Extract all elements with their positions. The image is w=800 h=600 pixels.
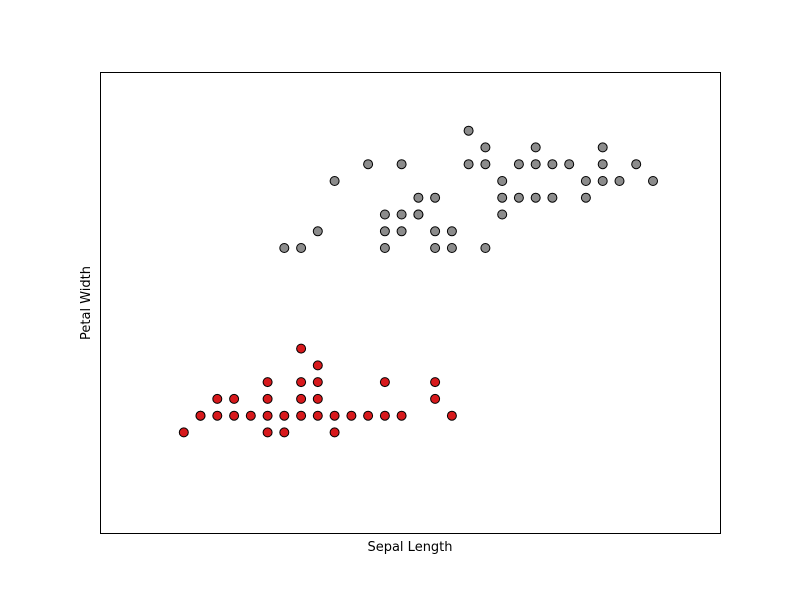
scatter-point-series-1-22 — [480, 159, 491, 170]
scatter-point-series-1-15 — [430, 226, 441, 237]
scatter-point-series-1-34 — [564, 159, 575, 170]
scatter-point-series-0-9 — [262, 393, 273, 404]
scatter-point-series-0-25 — [363, 410, 374, 421]
scatter-point-series-1-33 — [547, 192, 558, 203]
scatter-point-series-1-31 — [530, 192, 541, 203]
scatter-point-series-0-12 — [279, 410, 290, 421]
scatter-point-series-1-16 — [430, 243, 441, 253]
scatter-point-series-0-26 — [379, 377, 390, 388]
scatter-point-series-1-9 — [396, 209, 407, 220]
y-axis-label: Petal Width — [79, 266, 94, 340]
scatter-point-series-0-2 — [195, 410, 206, 421]
scatter-point-series-0-21 — [312, 410, 323, 421]
scatter-point-series-1-8 — [396, 159, 407, 170]
scatter-point-series-1-38 — [597, 159, 608, 170]
scatter-point-series-0-23 — [329, 427, 340, 438]
scatter-point-series-0-24 — [346, 410, 357, 421]
scatter-point-series-0-20 — [312, 393, 323, 404]
scatter-point-series-0-18 — [312, 360, 323, 371]
scatter-point-series-1-0 — [279, 243, 290, 253]
x-axis-label: Sepal Length — [367, 540, 452, 555]
scatter-point-series-1-36 — [580, 192, 591, 203]
scatter-point-series-0-17 — [296, 393, 307, 404]
scatter-point-series-0-6 — [229, 410, 240, 421]
scatter-point-series-0-19 — [312, 377, 323, 388]
scatter-point-series-0-27 — [379, 410, 390, 421]
scatter-point-series-0-16 — [296, 410, 307, 421]
scatter-point-series-1-25 — [497, 192, 508, 203]
scatter-point-series-1-28 — [513, 192, 524, 203]
scatter-point-series-0-10 — [262, 410, 273, 421]
scatter-point-series-1-19 — [463, 125, 474, 136]
scatter-point-series-1-23 — [480, 243, 491, 253]
scatter-point-series-0-11 — [262, 427, 273, 438]
scatter-point-series-1-2 — [312, 226, 323, 237]
scatter-point-series-0-30 — [430, 393, 441, 404]
scatter-point-series-1-35 — [580, 176, 591, 186]
scatter-point-series-1-32 — [547, 159, 558, 170]
scatter-point-series-1-18 — [446, 243, 457, 253]
scatter-point-series-1-7 — [379, 243, 390, 253]
scatter-point-series-1-10 — [396, 226, 407, 237]
scatter-point-series-1-3 — [329, 176, 340, 186]
scatter-point-series-0-29 — [430, 377, 441, 388]
scatter-point-series-1-21 — [480, 142, 491, 153]
scatter-point-series-1-42 — [648, 176, 658, 186]
scatter-point-series-1-6 — [379, 226, 390, 237]
scatter-point-series-1-39 — [597, 176, 608, 186]
scatter-point-series-0-22 — [329, 410, 340, 421]
scatter-point-series-0-14 — [296, 343, 307, 354]
scatter-point-series-1-29 — [530, 142, 541, 153]
scatter-point-series-0-28 — [396, 410, 407, 421]
scatter-point-series-1-40 — [614, 176, 625, 186]
scatter-point-series-1-37 — [597, 142, 608, 153]
scatter-point-series-1-14 — [430, 192, 441, 203]
scatter-point-series-1-41 — [631, 159, 642, 170]
plot-frame — [100, 72, 721, 534]
scatter-point-series-0-5 — [229, 393, 240, 404]
points-layer — [178, 125, 658, 438]
scatter-point-series-1-27 — [513, 159, 524, 170]
scatter-point-series-0-31 — [446, 410, 457, 421]
scatter-point-series-1-17 — [446, 226, 457, 237]
scatter-point-series-0-7 — [245, 410, 256, 421]
scatter-point-series-0-15 — [296, 377, 307, 388]
scatter-point-series-1-30 — [530, 159, 541, 170]
scatter-point-series-0-0 — [178, 427, 189, 438]
scatter-point-series-1-1 — [296, 243, 307, 253]
scatter-point-series-0-13 — [279, 427, 290, 438]
scatter-point-series-1-4 — [363, 159, 374, 170]
scatter-point-series-0-4 — [212, 410, 223, 421]
scatter-point-series-1-26 — [497, 209, 508, 220]
scatter-point-series-0-8 — [262, 377, 273, 388]
scatter-point-series-1-12 — [413, 209, 424, 220]
scatter-point-series-1-13 — [413, 192, 424, 203]
scatter-point-series-1-20 — [463, 159, 474, 170]
scatter-point-series-1-24 — [497, 176, 508, 186]
scatter-point-series-0-3 — [212, 393, 223, 404]
scatter-point-series-1-5 — [379, 209, 390, 220]
